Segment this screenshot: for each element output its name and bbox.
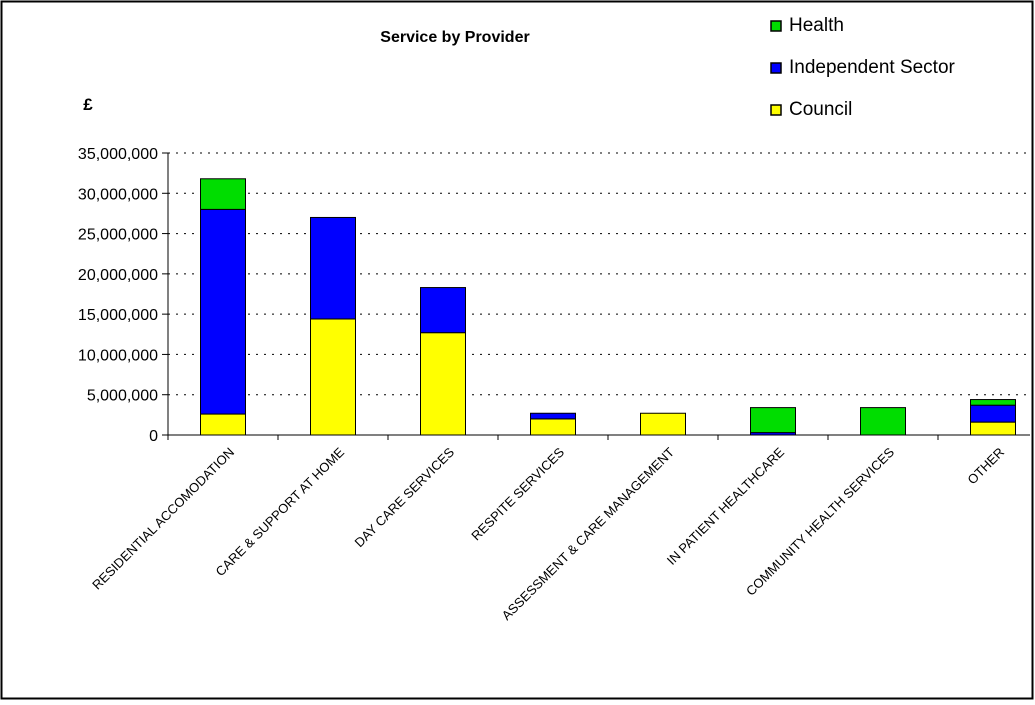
bar-council: [420, 332, 466, 436]
bars: [200, 178, 1016, 436]
y-tick-label: 35,000,000: [78, 146, 158, 163]
chart-title: Service by Provider: [380, 29, 529, 46]
legend-swatch: [770, 62, 782, 74]
legend: Health Independent Sector Council: [770, 15, 956, 120]
legend-label: Health: [789, 15, 844, 36]
bar-council: [310, 318, 356, 436]
bar-independent-sector: [970, 404, 1016, 423]
bar-independent-sector: [420, 287, 466, 334]
y-tick-label: 15,000,000: [78, 307, 158, 324]
y-tick-label: 10,000,000: [78, 347, 158, 364]
bar-health: [750, 407, 796, 434]
y-axis-label: £: [83, 95, 93, 114]
y-tick-label: 20,000,000: [78, 267, 158, 284]
bar-independent-sector: [310, 216, 356, 320]
legend-label: Independent Sector: [789, 57, 956, 78]
y-tick-label: 0: [149, 428, 158, 445]
bar-health: [200, 178, 246, 210]
bar-council: [640, 412, 686, 436]
bar-health: [860, 407, 906, 436]
legend-swatch: [770, 104, 782, 116]
legend-label: Council: [789, 99, 852, 120]
bar-independent-sector: [200, 208, 246, 415]
legend-swatch: [770, 20, 782, 32]
bar-council: [530, 418, 576, 436]
bar-council: [200, 413, 246, 436]
y-tick-label: 5,000,000: [87, 388, 158, 405]
bar-council: [970, 421, 1016, 436]
bar-independent-sector: [530, 412, 576, 420]
y-tick-label: 25,000,000: [78, 227, 158, 244]
bar-health: [970, 399, 1016, 406]
y-tick-label: 30,000,000: [78, 186, 158, 203]
